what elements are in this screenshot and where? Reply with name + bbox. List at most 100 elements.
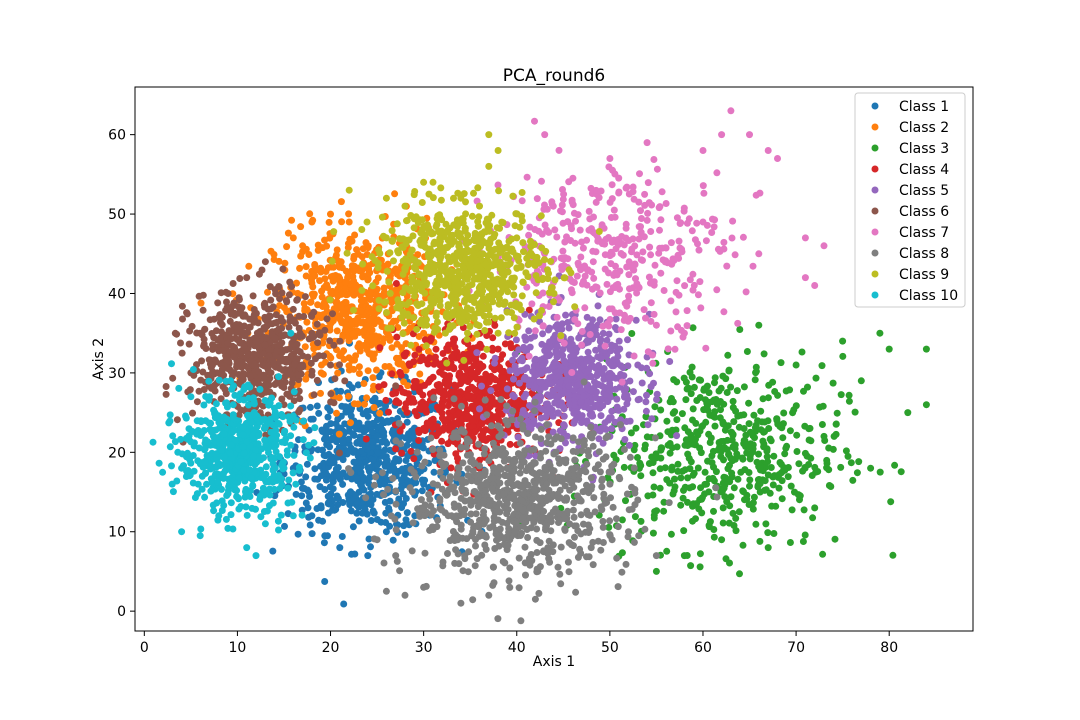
data-point bbox=[728, 469, 736, 477]
data-point bbox=[647, 299, 655, 307]
data-point bbox=[436, 468, 444, 476]
data-point bbox=[261, 258, 269, 266]
data-point bbox=[684, 474, 692, 482]
data-point bbox=[680, 527, 688, 535]
data-point bbox=[597, 395, 605, 403]
data-point bbox=[687, 562, 695, 570]
data-point bbox=[357, 297, 365, 305]
data-point bbox=[470, 488, 478, 496]
data-point bbox=[410, 358, 418, 366]
data-point bbox=[324, 499, 332, 507]
data-point bbox=[450, 395, 458, 403]
data-point bbox=[337, 350, 345, 357]
data-point bbox=[674, 467, 682, 475]
data-point bbox=[476, 360, 484, 368]
data-point bbox=[188, 322, 196, 330]
data-point bbox=[304, 486, 311, 494]
data-point bbox=[342, 267, 350, 275]
data-point bbox=[531, 480, 539, 488]
data-point bbox=[778, 495, 786, 503]
data-point bbox=[746, 455, 754, 463]
data-point bbox=[362, 435, 370, 443]
data-point bbox=[375, 383, 383, 391]
data-point bbox=[663, 417, 671, 425]
data-point bbox=[830, 432, 838, 440]
data-point bbox=[825, 466, 833, 474]
data-point bbox=[837, 463, 845, 471]
data-point bbox=[393, 290, 401, 298]
data-point bbox=[493, 469, 501, 477]
data-point bbox=[663, 547, 671, 555]
data-point bbox=[707, 434, 715, 442]
data-point bbox=[489, 475, 497, 483]
data-point bbox=[631, 261, 639, 269]
data-point bbox=[537, 425, 545, 433]
data-point bbox=[252, 362, 260, 370]
data-point bbox=[365, 464, 373, 472]
data-point bbox=[420, 480, 428, 488]
data-point bbox=[360, 380, 368, 387]
data-point bbox=[606, 531, 614, 539]
data-point bbox=[525, 327, 533, 335]
data-point bbox=[642, 407, 650, 415]
data-point bbox=[367, 334, 375, 342]
data-point bbox=[598, 483, 606, 491]
data-point bbox=[288, 216, 296, 224]
data-point bbox=[801, 531, 809, 539]
data-point bbox=[655, 204, 663, 212]
data-point bbox=[297, 478, 305, 486]
data-point bbox=[238, 304, 246, 312]
data-point bbox=[618, 568, 626, 576]
data-point bbox=[531, 595, 539, 603]
data-point bbox=[162, 383, 170, 390]
data-point bbox=[280, 384, 288, 391]
data-point bbox=[330, 341, 338, 349]
data-point bbox=[667, 239, 675, 247]
data-point bbox=[478, 551, 486, 559]
data-point bbox=[855, 458, 863, 466]
data-point bbox=[576, 226, 584, 234]
data-point bbox=[317, 504, 325, 512]
data-point bbox=[552, 323, 560, 331]
data-point bbox=[416, 357, 424, 365]
data-point bbox=[482, 545, 490, 553]
data-point bbox=[606, 155, 614, 162]
data-point bbox=[236, 275, 244, 282]
data-point bbox=[361, 443, 369, 450]
data-point bbox=[308, 329, 316, 337]
data-point bbox=[457, 521, 465, 529]
data-point bbox=[302, 263, 310, 271]
data-point bbox=[395, 399, 403, 407]
data-point bbox=[276, 364, 284, 372]
data-point bbox=[386, 497, 394, 505]
data-point bbox=[370, 404, 378, 411]
data-point bbox=[752, 191, 760, 199]
data-point bbox=[546, 374, 554, 382]
data-point bbox=[680, 329, 688, 337]
data-point bbox=[376, 344, 384, 352]
data-point bbox=[755, 450, 762, 458]
data-point bbox=[728, 429, 736, 436]
data-point bbox=[458, 476, 466, 484]
data-point bbox=[364, 367, 372, 375]
data-point bbox=[467, 458, 475, 466]
data-point bbox=[302, 473, 310, 481]
data-point bbox=[622, 184, 630, 192]
data-point bbox=[636, 170, 643, 178]
data-point bbox=[360, 486, 368, 494]
data-point bbox=[357, 447, 365, 455]
data-point bbox=[324, 532, 331, 540]
data-point bbox=[392, 382, 400, 390]
data-point bbox=[552, 479, 560, 487]
data-point bbox=[606, 414, 614, 422]
data-point bbox=[373, 536, 381, 544]
data-point bbox=[393, 340, 401, 348]
data-point bbox=[444, 346, 452, 354]
data-point bbox=[289, 234, 297, 242]
data-point bbox=[554, 409, 562, 417]
data-point bbox=[169, 374, 177, 382]
data-point bbox=[847, 459, 855, 467]
data-point bbox=[680, 374, 688, 382]
data-point bbox=[557, 207, 564, 215]
data-point bbox=[364, 242, 372, 250]
